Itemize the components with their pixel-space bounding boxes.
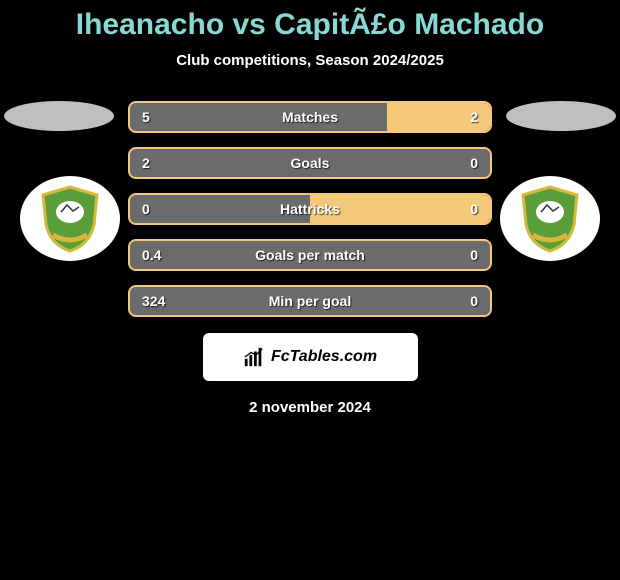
club-crest-right (500, 176, 600, 261)
chart-icon (243, 346, 265, 368)
page-subtitle: Club competitions, Season 2024/2025 (0, 52, 620, 69)
stat-bar-min-per-goal: 324 Min per goal 0 (130, 287, 490, 315)
crest-circle (20, 176, 120, 261)
club-crest-left (20, 176, 120, 261)
shield-icon (519, 185, 581, 253)
date-text: 2 november 2024 (0, 399, 620, 416)
brand-box: FcTables.com (203, 333, 418, 381)
comparison-panel: 5 Matches 2 2 Goals 0 0 Hattricks 0 0.4 … (0, 91, 620, 416)
bar-label: Hattricks (130, 195, 490, 223)
bar-value-right: 0 (458, 287, 490, 315)
stat-bar-matches: 5 Matches 2 (130, 103, 490, 131)
crest-circle (500, 176, 600, 261)
stat-bar-goals-per-match: 0.4 Goals per match 0 (130, 241, 490, 269)
page-title: Iheanacho vs CapitÃ£o Machado (0, 0, 620, 42)
player-silhouette-right (506, 101, 616, 131)
bar-label: Matches (130, 103, 490, 131)
bar-value-right: 0 (458, 149, 490, 177)
bar-label: Goals (130, 149, 490, 177)
bar-label: Min per goal (130, 287, 490, 315)
player-silhouette-left (4, 101, 114, 131)
bar-value-right: 2 (458, 103, 490, 131)
stat-bar-hattricks: 0 Hattricks 0 (130, 195, 490, 223)
brand-text: FcTables.com (271, 348, 377, 366)
shield-icon (39, 185, 101, 253)
bar-label: Goals per match (130, 241, 490, 269)
stat-bar-goals: 2 Goals 0 (130, 149, 490, 177)
bar-value-right: 0 (458, 241, 490, 269)
bar-value-right: 0 (458, 195, 490, 223)
stat-bars: 5 Matches 2 2 Goals 0 0 Hattricks 0 0.4 … (130, 91, 490, 315)
